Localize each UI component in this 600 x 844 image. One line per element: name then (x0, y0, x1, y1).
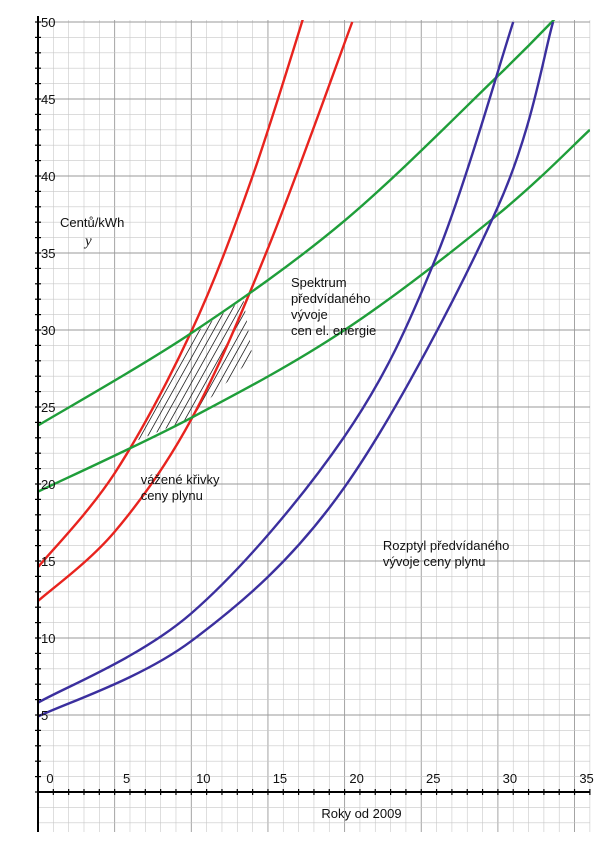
x-axis-label: Roky od 2009 (321, 806, 401, 821)
y-axis-label: Centů/kWh (60, 215, 124, 230)
y-tick-label: 25 (41, 400, 55, 415)
y-tick-label: 45 (41, 92, 55, 107)
x-tick-label: 15 (273, 771, 287, 786)
y-tick-label: 15 (41, 554, 55, 569)
x-tick-label: 20 (349, 771, 363, 786)
y-tick-label: 40 (41, 169, 55, 184)
x-tick-label: 35 (579, 771, 593, 786)
hatch-line (162, 299, 253, 441)
annotation-line: vývoje (291, 307, 328, 322)
annotations: Spektrum předvídaného vývoje cen el. energi… (141, 275, 510, 569)
y-tick-label: 10 (41, 631, 55, 646)
annotation-line: vývoje ceny plynu (383, 554, 486, 569)
hatch-line (169, 299, 253, 441)
annotation-line: Spektrum (291, 275, 347, 290)
annotation-line: předvídaného (291, 291, 371, 306)
annotation-line: vážené křivky (141, 472, 220, 487)
series-line-red-0 (38, 20, 304, 568)
annotation-line: cen el. energie (291, 323, 376, 338)
series-line-blue-4 (38, 21, 515, 704)
hatch-line (141, 299, 253, 441)
y-tick-label: 50 (41, 15, 55, 30)
hatch-line (155, 299, 253, 441)
tick-labels: 0 5 10 15 20 25 30 35 5 10 15 20 25 30 35 40 45 50 (41, 15, 594, 786)
annotation-2: Rozptyl předvídaného vývoje ceny plynu (383, 538, 509, 569)
series-line-green-2 (38, 20, 556, 427)
x-tick-label: 5 (123, 771, 130, 786)
y-axis-variable: y (83, 233, 92, 249)
annotation-1: vážené křivky ceny plynu (141, 472, 220, 503)
x-tick-label: 30 (503, 771, 517, 786)
series-line-green-3 (38, 128, 590, 493)
series-lines (38, 20, 590, 718)
grid (37, 20, 591, 832)
y-tick-label: 20 (41, 477, 55, 492)
annotation-line: Rozptyl předvídaného (383, 538, 509, 553)
annotation-0: Spektrum předvídaného vývoje cen el. energi… (291, 275, 376, 338)
y-tick-label: 35 (41, 246, 55, 261)
axes (35, 16, 591, 832)
x-tick-label: 0 (46, 771, 53, 786)
series-line-red-1 (38, 21, 354, 602)
annotation-line: ceny plynu (141, 488, 203, 503)
y-tick-label: 30 (41, 323, 55, 338)
series-line-blue-5 (38, 21, 555, 718)
x-tick-label: 10 (196, 771, 210, 786)
y-tick-label: 5 (41, 708, 48, 723)
x-tick-label: 25 (426, 771, 440, 786)
